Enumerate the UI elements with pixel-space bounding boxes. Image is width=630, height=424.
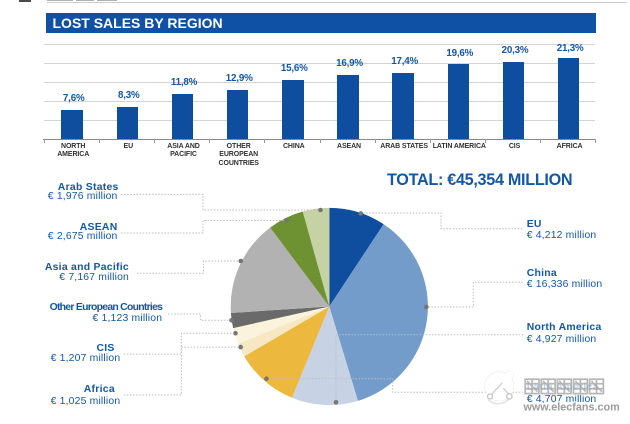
svg-text:www.elecfans.com: www.elecfans.com: [523, 401, 620, 413]
svg-text:www.elecfans.com: www.elecfans.com: [523, 401, 620, 413]
